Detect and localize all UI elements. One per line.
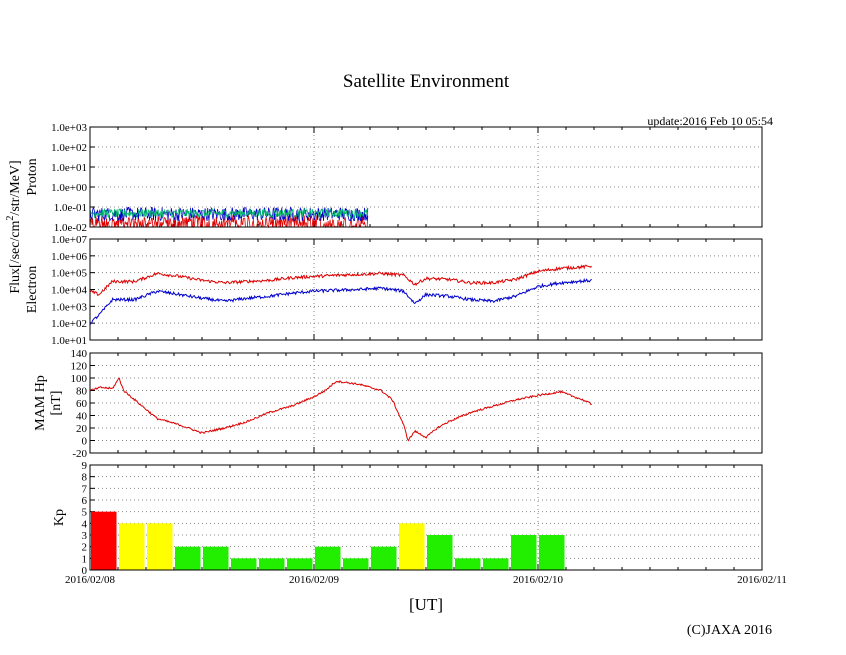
y-tick-label: 1.0e+03: [51, 122, 87, 134]
y-tick-label: -20: [72, 448, 87, 460]
y-tick-label: 1.0e+01: [51, 335, 87, 347]
electron-frame: [89, 238, 763, 341]
chart-panels: 1.0e-021.0e-011.0e+001.0e+011.0e+021.0e+…: [25, 122, 787, 586]
x-tick-label: 2016/02/09: [289, 574, 340, 586]
y-tick-label: 140: [71, 348, 88, 360]
y-tick-label: 1.0e+00: [51, 182, 87, 194]
electron-series-blue: [89, 278, 593, 325]
x-tick-label: 2016/02/08: [65, 574, 116, 586]
kp-bar: [231, 558, 257, 570]
kp-frame: [89, 464, 763, 571]
y-tick-label: 60: [76, 398, 88, 410]
y-tick-label: 1.0e+05: [51, 268, 87, 280]
y-tick-label: 1: [82, 553, 88, 565]
kp-bar: [427, 535, 453, 570]
chart-title: Satellite Environment: [343, 71, 510, 92]
electron-axis-title: Electron: [25, 266, 40, 313]
y-tick-label: 1.0e-01: [54, 202, 87, 214]
y-tick-label: 120: [71, 361, 88, 373]
flux-label-part-2: /str/MeV]: [8, 160, 23, 215]
proton-axis-title: Proton: [25, 158, 40, 195]
y-tick-label: 3: [82, 530, 88, 542]
y-tick-label: 1.0e+07: [51, 234, 87, 246]
mam-hp-frame: [89, 352, 763, 454]
electron-panel: 1.0e+01 1.0e+02 1.0e+03 1.0e+04 1.0e+05 1.0e+…: [25, 234, 763, 347]
proton-panel: 1.0e-02 1.0e-01 1.0e+00 1.0e+01 1.0e+02 1.0e+…: [25, 122, 763, 234]
kp-bar: [511, 535, 537, 570]
y-tick-label: 1.0e+01: [51, 162, 87, 174]
y-tick-label: 20: [76, 423, 88, 435]
kp-bar: [455, 558, 481, 570]
flux-label-superscript: 2: [5, 216, 16, 221]
proton-series-green: [89, 207, 369, 219]
kp-bar: [147, 523, 173, 570]
kp-bar: [119, 523, 145, 570]
x-axis-title: [UT]: [409, 595, 443, 614]
kp-bar: [399, 523, 425, 570]
proton-series-blue: [89, 206, 369, 223]
y-tick-label: 4: [82, 518, 88, 530]
kp-bar: [343, 558, 369, 570]
kp-bar: [539, 535, 565, 570]
mam-hp-unit-title: [nT]: [49, 391, 64, 416]
y-tick-label: 5: [82, 507, 88, 519]
copyright-credit: (C)JAXA 2016: [687, 623, 772, 638]
y-tick-label: 8: [82, 472, 88, 484]
electron-series-red: [89, 264, 593, 296]
kp-bar: [175, 546, 201, 570]
y-tick-label: 100: [71, 373, 88, 385]
y-tick-label: 7: [82, 483, 88, 495]
update-timestamp: update:2016 Feb 10 05:54: [647, 114, 773, 128]
kp-bar: [259, 558, 285, 570]
kp-bar: [203, 546, 229, 570]
kp-bar: [483, 558, 509, 570]
y-tick-label: 0: [82, 436, 88, 448]
flux-label-part-1: Flux[/sec/cm: [8, 220, 23, 293]
mam-hp-axis-title: MAM Hp: [33, 375, 48, 431]
y-tick-label: 1.0e-02: [54, 222, 87, 234]
x-tick-label: 2016/02/11: [737, 574, 787, 586]
kp-bar: [91, 511, 117, 570]
proton-frame: [89, 126, 763, 228]
kp-bar: [287, 558, 313, 570]
kp-bar: [315, 546, 341, 570]
y-tick-label: 9: [82, 460, 88, 472]
x-tick-label: 2016/02/10: [513, 574, 564, 586]
y-tick-label: 1.0e+06: [51, 251, 87, 263]
kp-bar: [371, 546, 397, 570]
flux-axis-title: Flux[/sec/cm2/str/MeV]: [5, 160, 23, 293]
y-tick-label: 1.0e+02: [51, 318, 87, 330]
y-tick-label: 1.0e+03: [51, 301, 87, 313]
mam-hp-series-red: [89, 377, 592, 442]
y-tick-label: 80: [76, 386, 88, 398]
y-tick-label: 40: [76, 411, 88, 423]
y-tick-label: 1.0e+04: [51, 285, 87, 297]
y-tick-label: 0: [82, 565, 88, 577]
y-tick-label: 2: [82, 542, 88, 554]
y-tick-label: 1.0e+02: [51, 142, 87, 154]
y-tick-label: 6: [82, 495, 88, 507]
kp-axis-title: Kp: [52, 509, 67, 526]
